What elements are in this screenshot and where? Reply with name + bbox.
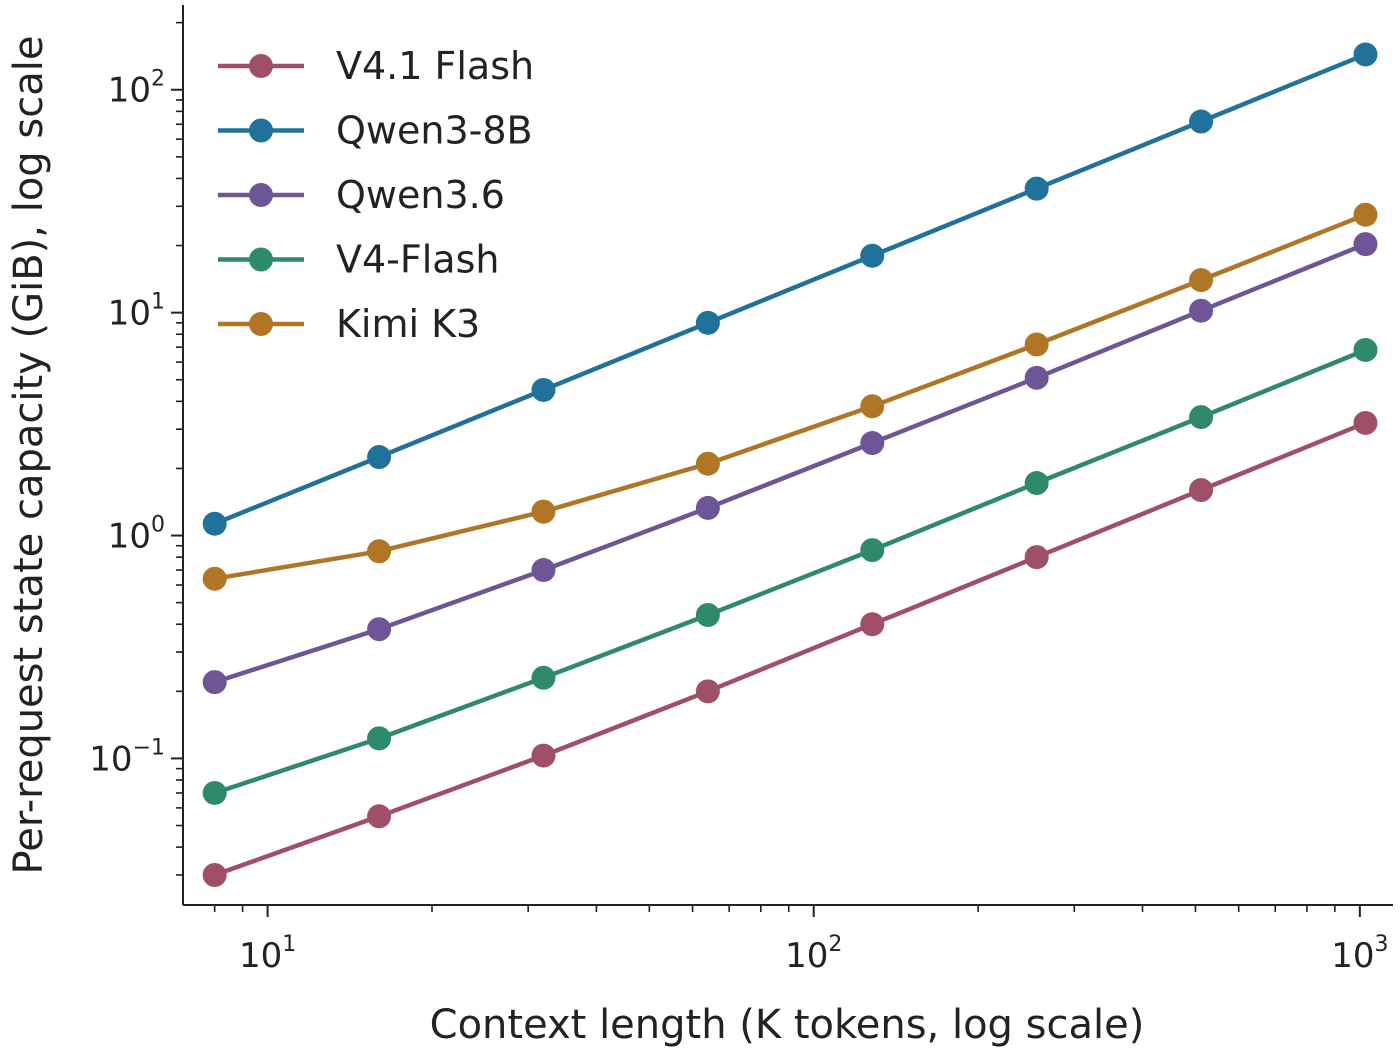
series-qwen3-8b (202, 42, 1378, 536)
legend-label: V4.1 Flash (336, 44, 534, 88)
data-point (1189, 478, 1214, 503)
y-tick-label: 10−1 (89, 735, 165, 779)
legend-item: Kimi K3 (218, 302, 480, 346)
data-point (1024, 332, 1049, 357)
x-tick-label: 101 (239, 932, 296, 976)
legend-item: Qwen3-8B (218, 109, 533, 153)
legend-item: V4.1 Flash (218, 44, 534, 88)
data-point (860, 243, 885, 268)
legend-marker (249, 54, 273, 78)
data-point (202, 566, 227, 591)
data-point (1024, 471, 1049, 496)
data-point (1353, 202, 1378, 227)
legend-item: Qwen3.6 (218, 173, 505, 217)
data-point (531, 665, 556, 690)
legend-marker (249, 312, 273, 336)
x-tick-label: 103 (1331, 932, 1388, 976)
data-point (1353, 232, 1378, 257)
data-point (1189, 268, 1214, 293)
data-point (860, 538, 885, 563)
data-point (202, 862, 227, 887)
y-tick-label: 102 (108, 67, 165, 111)
x-tick-label: 102 (785, 932, 842, 976)
legend-label: V4-Flash (336, 238, 499, 282)
series-kimi-k3 (202, 202, 1378, 591)
legend-marker (249, 183, 273, 207)
legend-label: Qwen3.6 (336, 173, 505, 217)
series-line (214, 242, 1367, 685)
data-point (695, 451, 720, 476)
data-point (202, 780, 227, 805)
data-point (860, 612, 885, 637)
data-point (860, 394, 885, 419)
data-point (367, 539, 392, 564)
data-point (367, 804, 392, 829)
y-tick-label: 100 (108, 513, 165, 557)
data-point (367, 617, 392, 642)
data-point (1189, 109, 1214, 134)
data-point (1189, 405, 1214, 430)
series-v4-1-flash (202, 410, 1378, 887)
series-line (213, 347, 1367, 796)
data-point (531, 743, 556, 768)
legend-label: Qwen3-8B (336, 109, 533, 153)
data-point (1353, 337, 1378, 362)
data-point (531, 499, 556, 524)
data-point (695, 603, 720, 628)
data-point (1024, 176, 1049, 201)
data-point (367, 726, 392, 751)
data-point (367, 445, 392, 470)
y-tick-label: 101 (108, 290, 165, 334)
legend-marker (249, 118, 273, 143)
y-axis-title: Per-request state capacity (GiB), log sc… (6, 36, 52, 875)
legend-item: V4-Flash (218, 238, 499, 282)
data-point (1024, 545, 1049, 570)
legend-marker (249, 247, 273, 272)
data-point (1353, 42, 1378, 67)
data-point (202, 511, 227, 536)
data-point (1189, 298, 1214, 323)
series-line (213, 420, 1367, 878)
legend-label: Kimi K3 (336, 302, 480, 346)
series-v4-flash (202, 337, 1378, 805)
data-point (695, 495, 720, 520)
series-line (214, 212, 1367, 581)
data-point (695, 310, 720, 335)
legend: V4.1 Flash Qwen3-8B Qwen3.6 V4-Flash Kimi K3 (218, 44, 534, 346)
data-point (202, 670, 227, 695)
data-point (531, 558, 556, 583)
data-point (1353, 410, 1378, 435)
series-line (213, 52, 1367, 526)
data-point (860, 431, 885, 456)
data-point (1024, 365, 1049, 390)
axes: 101 102 103 10−1 100 101 102 (89, 5, 1393, 976)
series-group (202, 42, 1378, 887)
x-axis-title: Context length (K tokens, log scale) (430, 1002, 1145, 1048)
series-qwen3-6 (202, 232, 1378, 695)
data-point (695, 679, 720, 704)
data-point (531, 377, 556, 402)
